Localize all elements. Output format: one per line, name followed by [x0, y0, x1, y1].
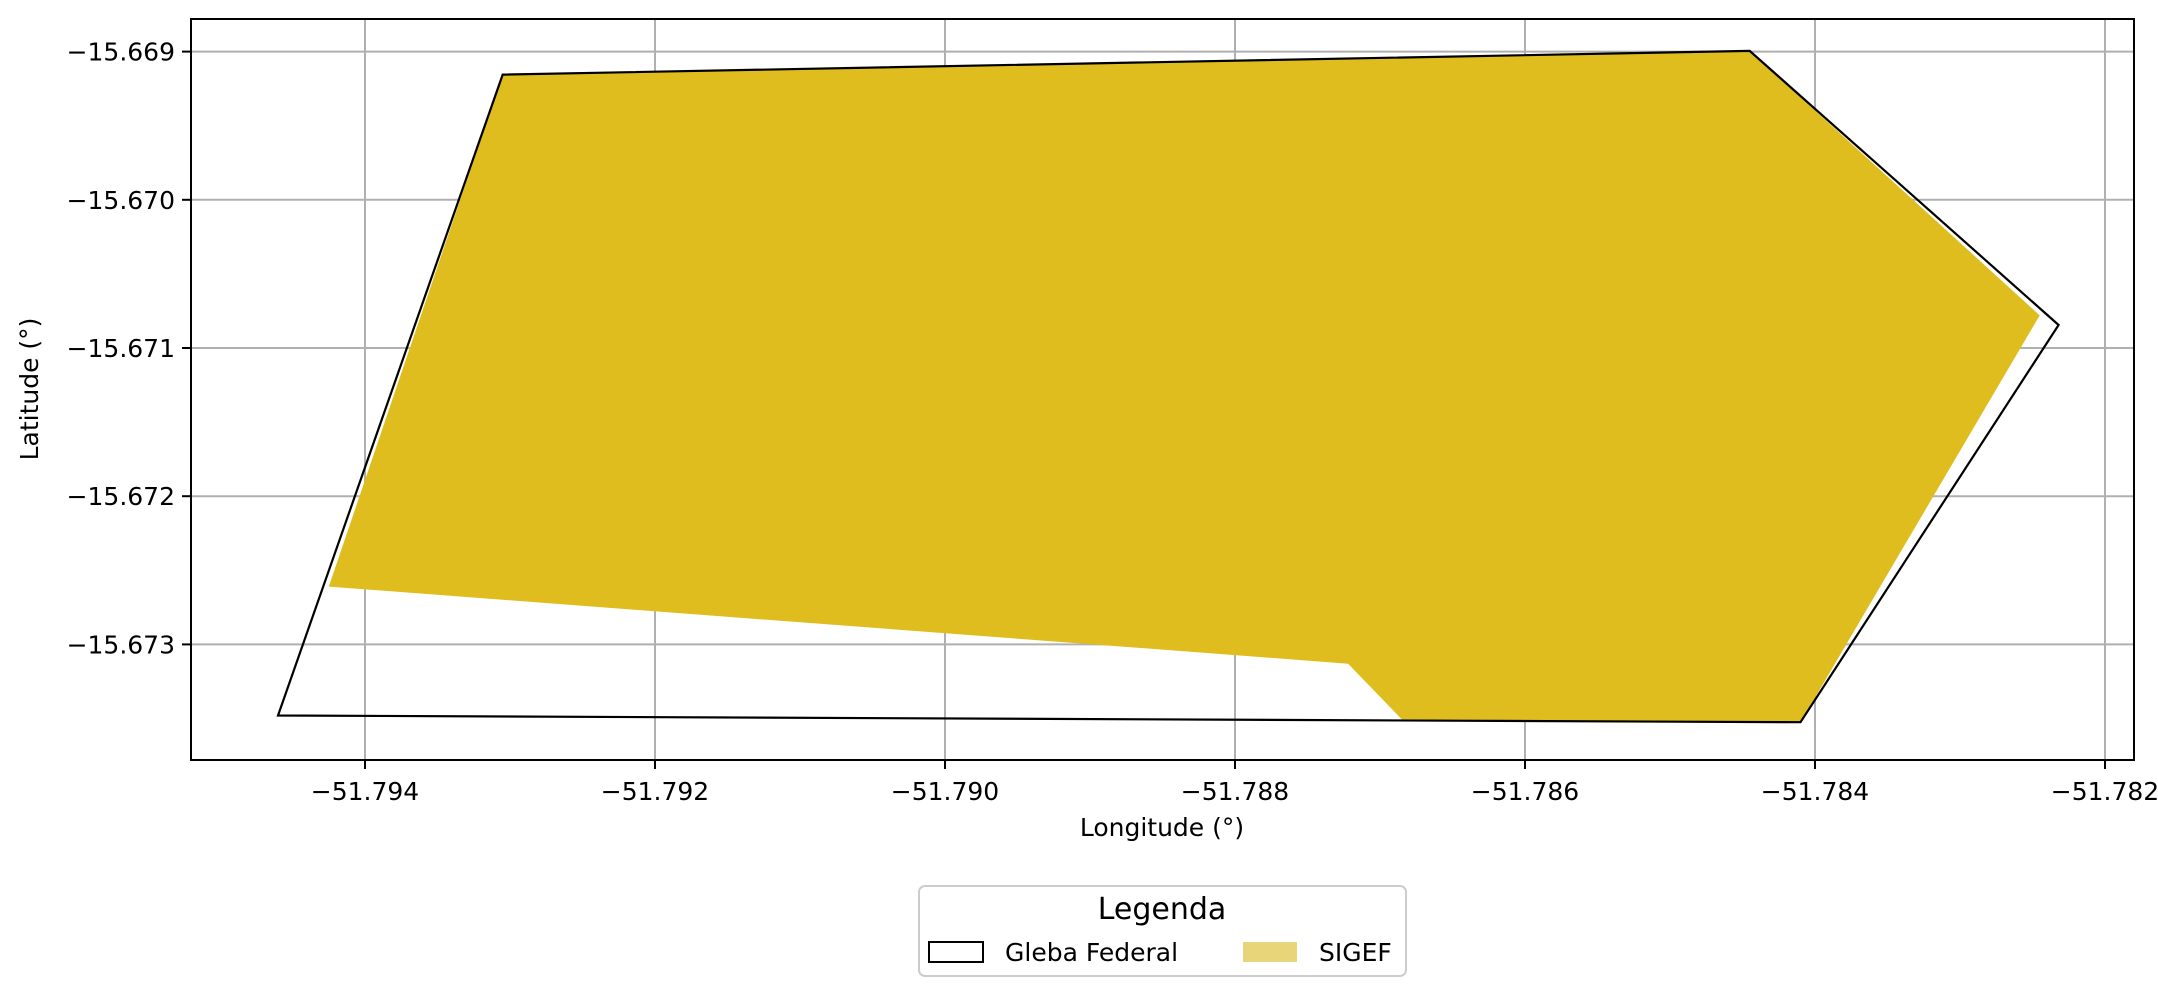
- sigef-polygon: [328, 50, 2040, 723]
- x-tick-label: −51.782: [2051, 777, 2158, 806]
- y-axis-ticks: −15.669 −15.670 −15.671 −15.672 −15.673: [67, 38, 191, 659]
- plot-frame: [190, 18, 2135, 761]
- legend-swatch-sigef: [1243, 942, 1297, 962]
- x-axis-ticks: −51.794 −51.792 −51.790 −51.788 −51.786 −51.7…: [311, 760, 2158, 806]
- y-tick-label: −15.669: [67, 38, 175, 67]
- x-tick-label: −51.788: [1181, 777, 1289, 806]
- x-tick-label: −51.794: [311, 777, 419, 806]
- gleba-federal-polygon: [276, 49, 2061, 724]
- y-tick-label: −15.671: [67, 334, 175, 363]
- legend-label-sigef: SIGEF: [1319, 938, 1392, 967]
- legend-title: Legenda: [1098, 892, 1227, 927]
- x-tick-label: −51.786: [1471, 777, 1579, 806]
- legend-label-gleba-federal: Gleba Federal: [1005, 938, 1178, 967]
- x-tick-label: −51.790: [891, 777, 999, 806]
- y-tick-label: −15.672: [67, 482, 175, 511]
- x-tick-label: −51.784: [1761, 777, 1869, 806]
- y-tick-label: −15.670: [67, 186, 175, 215]
- x-tick-label: −51.792: [601, 777, 709, 806]
- y-tick-label: −15.673: [67, 630, 175, 659]
- y-axis-label: Latitude (°): [15, 318, 44, 461]
- legend: Legenda Gleba Federal SIGEF: [918, 885, 1407, 977]
- map-polygons: [276, 49, 2061, 724]
- legend-swatch-gleba-federal: [928, 941, 984, 963]
- x-axis-label: Longitude (°): [1080, 813, 1244, 842]
